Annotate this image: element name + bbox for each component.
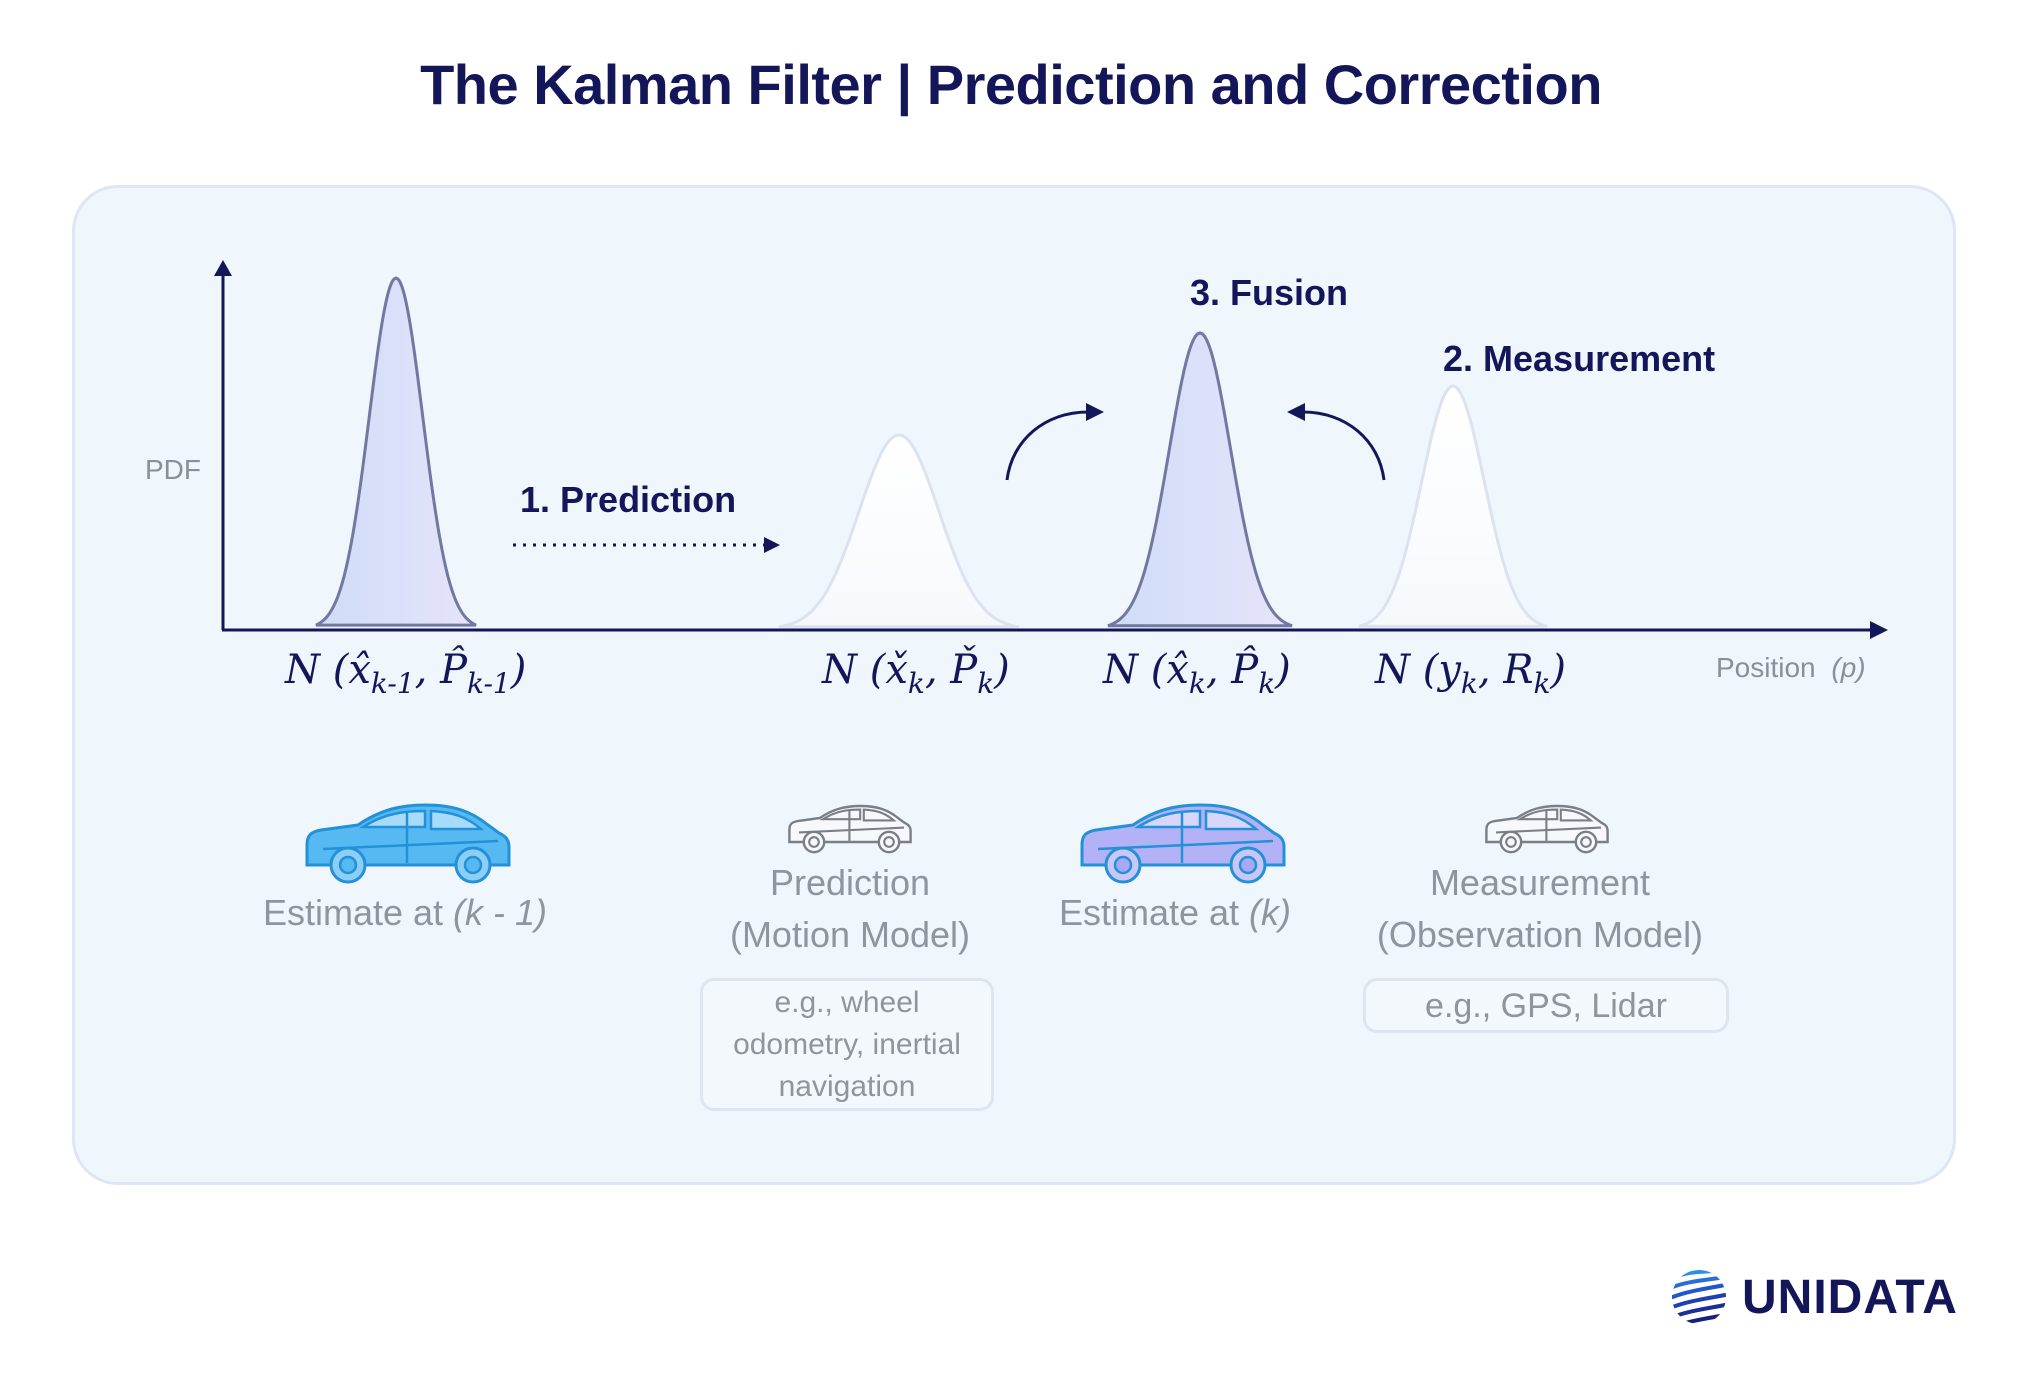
fusion-arrow-right (1287, 403, 1386, 481)
caption-prediction: Prediction (Motion Model) (690, 857, 1010, 961)
caption-measurement-line1: Measurement (1429, 862, 1651, 903)
prediction-arrow (513, 537, 780, 553)
fusion-arrow-left (1005, 403, 1104, 481)
distribution-label-prev: N (x̂k-1, P̂k-1) (285, 647, 526, 700)
car-measurement-icon (1485, 804, 1609, 854)
caption-measurement-line2: (Observation Model) (1376, 914, 1704, 955)
distribution-label-prediction-base: N (x̌ (822, 647, 908, 693)
prediction-step-label: 1. Prediction (520, 479, 737, 520)
y-axis-label: PDF (145, 454, 201, 485)
distribution-label-prediction-sub2: k (977, 667, 995, 700)
distribution-label-fusion-base: N (x̂ (1103, 647, 1189, 693)
measurement-step-label: 2. Measurement (1443, 338, 1716, 379)
x-axis-label: Position (p) (1716, 652, 1866, 684)
prior-estimate-curve (315, 276, 477, 627)
measurement-curve (1358, 384, 1548, 628)
x-axis-unit: (p) (1831, 652, 1866, 683)
caption-prediction-line2: (Motion Model) (729, 914, 971, 955)
prediction-examples-note: e.g., wheel odometry, inertial navigatio… (700, 978, 994, 1111)
distribution-label-measurement-sub2: k (1533, 667, 1551, 700)
distribution-label-fusion-end: ) (1275, 647, 1291, 693)
caption-prediction-line1: Prediction (769, 862, 931, 903)
fused-estimate-curve (1107, 331, 1293, 628)
brand-logo: UNIDATA (1670, 1268, 1958, 1326)
distribution-label-prev-base: N (x̂ (285, 647, 371, 693)
car-estimate-k-icon (1080, 803, 1286, 884)
distribution-label-prev-sub2: k-1 (466, 667, 511, 700)
fusion-step-label: 3. Fusion (1190, 272, 1349, 313)
y-axis (214, 260, 232, 630)
car-prediction-icon (788, 804, 912, 854)
distribution-label-prediction-mid: , P̌ (924, 647, 978, 693)
car-estimate-prev-icon (305, 803, 511, 884)
caption-estimate-k: Estimate at (k) (1040, 887, 1310, 939)
distribution-label-prediction: N (x̌k, P̌k) (822, 647, 1010, 700)
globe-icon (1672, 1270, 1726, 1324)
distribution-label-measurement: N (yk, Rk) (1375, 647, 1566, 700)
caption-measurement: Measurement (Observation Model) (1340, 857, 1740, 961)
x-axis (222, 621, 1888, 639)
caption-estimate-k-math: (k) (1249, 892, 1292, 933)
distribution-label-measurement-base: N (y (1375, 647, 1461, 693)
distribution-label-prediction-end: ) (994, 647, 1010, 693)
caption-estimate-prev: Estimate at (k - 1) (250, 887, 560, 939)
measurement-examples-note: e.g., GPS, Lidar (1363, 978, 1729, 1033)
prediction-curve (778, 433, 1020, 629)
distribution-label-fusion-sub2: k (1258, 667, 1276, 700)
distribution-label-prev-mid: , P̂ (414, 647, 467, 693)
distribution-label-prev-sub1: k-1 (370, 667, 415, 700)
distribution-label-fusion: N (x̂k, P̂k) (1103, 647, 1291, 700)
caption-estimate-prev-math: (k - 1) (453, 892, 548, 933)
distribution-label-fusion-sub1: k (1188, 667, 1206, 700)
x-axis-label-text: Position (1716, 652, 1816, 683)
distribution-label-measurement-end: ) (1550, 647, 1567, 693)
caption-estimate-k-text: Estimate at (1058, 892, 1250, 933)
distribution-label-prediction-sub1: k (907, 667, 925, 700)
page-title: The Kalman Filter | Prediction and Corre… (420, 53, 1602, 116)
distribution-label-measurement-mid: , R (1477, 647, 1534, 693)
distribution-label-measurement-sub1: k (1460, 667, 1478, 700)
distribution-label-fusion-mid: , P̂ (1205, 647, 1259, 693)
brand-name: UNIDATA (1742, 1270, 1958, 1324)
distribution-label-prev-end: ) (510, 647, 527, 693)
caption-estimate-prev-text: Estimate at (262, 892, 454, 933)
